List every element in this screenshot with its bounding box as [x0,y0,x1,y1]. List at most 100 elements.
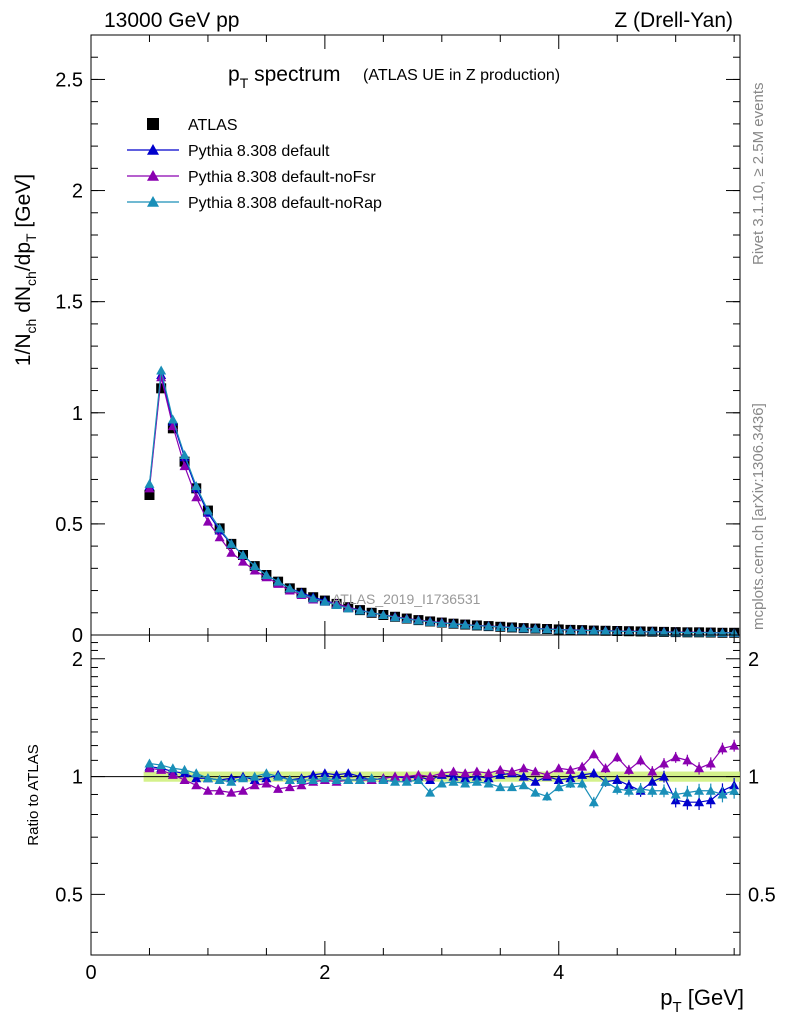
data-point [261,570,272,579]
ratio-data-point [249,771,260,781]
ratio-data-point [448,766,459,776]
main-y-tick-label: 1 [72,403,83,425]
ratio-data-point [179,764,190,774]
ratio-data-point [390,776,401,786]
energy-label: 13000 GeV pp [104,9,239,32]
ratio-data-point [249,780,260,790]
ratio-data-point [202,773,213,783]
main-y-tick-label: 0 [72,625,83,647]
ratio-data-point [448,776,459,786]
data-point [600,626,611,635]
ratio-data-point [670,789,681,799]
ratio-data-point [425,787,436,797]
ratio-data-point [623,764,634,774]
ratio-data-point [647,785,658,795]
ratio-data-point [670,752,681,762]
ratio-data-point [658,758,669,768]
data-point [366,607,377,617]
ratio-data-point [226,787,237,797]
ratio-data-point [296,774,307,784]
ratio-data-point [658,771,669,781]
data-point [565,625,576,635]
ratio-data-point [413,769,424,779]
data-point-atlas [156,383,167,394]
ratio-data-point [202,785,213,795]
legend-marker [147,196,159,207]
data-point [413,615,424,625]
ratio-data-point [682,787,693,797]
data-point [308,593,319,603]
main-y-tick-label: 1.5 [55,292,83,314]
ratio-series-2 [144,758,740,808]
ratio-data-point [506,766,517,776]
ratio-data-point [471,771,482,781]
data-point [284,583,295,593]
ratio-data-point [729,740,740,750]
data-point [518,623,529,633]
main-series [144,365,740,638]
ratio-data-point [331,769,342,779]
legend-label: Pythia 8.308 default [188,143,330,160]
ratio-data-point [553,782,564,792]
ratio-data-point [179,774,190,784]
ratio-data-point [729,785,740,795]
ratio-series-1 [144,739,740,797]
data-point [471,620,482,630]
data-point [214,532,225,542]
ratio-data-point [436,768,447,778]
ratio-data-point [191,768,202,778]
ratio-data-point [331,774,342,784]
ratio-data-point [542,769,553,779]
ratio-data-point [577,778,588,788]
ratio-data-point [717,789,728,799]
data-point [179,450,190,459]
ratio-data-point [483,773,494,783]
ratio-data-point [565,778,576,788]
ratio-data-point [343,774,354,784]
ratio-data-point [413,774,424,784]
ratio-data-point [553,763,564,773]
data-point [191,492,202,502]
ratio-data-point [705,785,716,795]
legend-label: Pythia 8.308 default-noFsr [188,169,376,186]
data-point [425,616,436,626]
legend: ATLAS Pythia 8.308 default Pythia 8.308 de… [127,117,382,212]
ratio-data-point [518,780,529,790]
ratio-data-point [343,768,354,778]
ratio-data-point [682,797,693,807]
data-point [647,626,658,636]
ratio-data-point [518,763,529,773]
data-point [202,505,213,515]
data-point [588,625,599,635]
data-point [354,605,365,615]
legend-marker [147,170,159,181]
ratio-data-point [238,785,249,795]
ratio-data-point [495,764,506,774]
mcplots-label: mcplots.cern.ch [arXiv:1306.3436] [750,403,767,630]
ratio-plot-frame [90,634,741,956]
ratio-data-point [495,782,506,792]
ratio-y-tick-label-right: 1 [748,767,759,789]
process-label: Z (Drell-Yan) [614,9,733,32]
ratio-data-point [144,763,155,773]
ratio-data-point [705,758,716,768]
rivet-version-label: Rivet 3.1.10, ≥ 2.5M events [750,83,767,266]
main-y-tick-label: 2.5 [55,69,83,91]
data-point [273,576,284,586]
data-point [249,561,260,571]
ratio-data-point [612,774,623,784]
ratio-data-point [658,785,669,795]
ratio-data-point [506,782,517,792]
data-point [401,614,412,623]
data-point [331,600,342,609]
ratio-data-point [460,778,471,788]
data-point [238,556,249,566]
ratio-data-point [366,773,377,783]
ratio-data-point [565,773,576,783]
ratio-data-point [694,763,705,773]
ratio-y-tick-label: 0.5 [55,884,83,906]
ratio-data-point [261,778,272,788]
ratio-data-point [296,780,307,790]
ratio-data-point [647,776,658,786]
